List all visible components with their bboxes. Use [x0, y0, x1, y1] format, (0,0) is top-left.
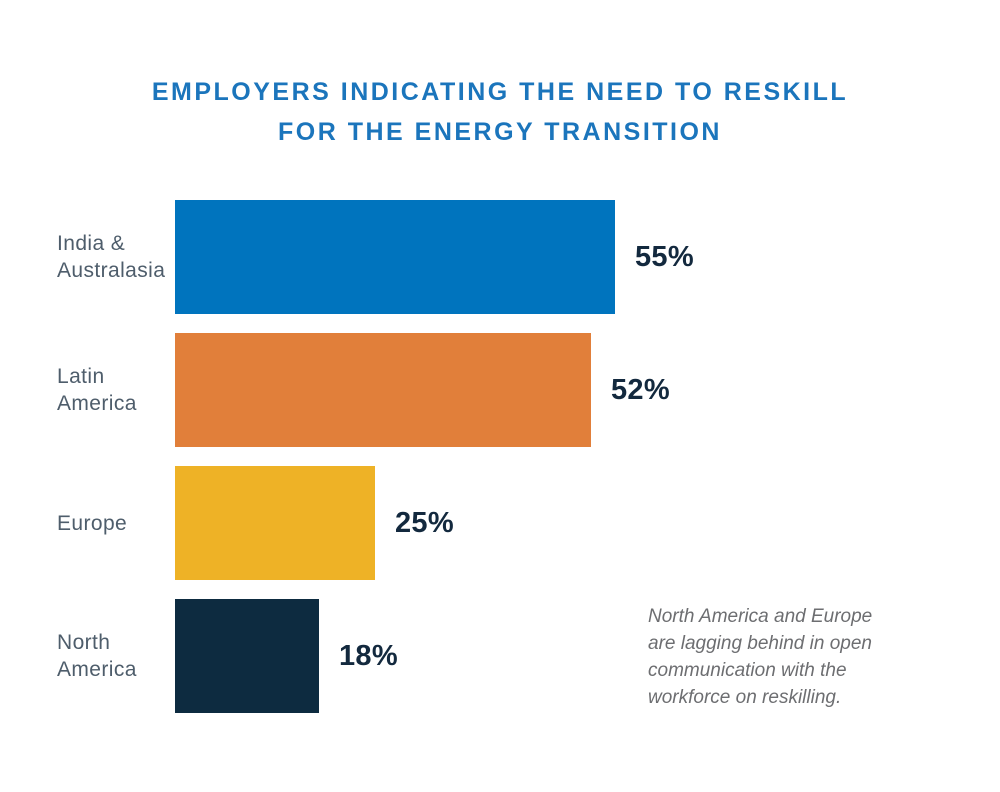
- bar-row-latin-america: Latin America 52%: [57, 333, 694, 447]
- bar-europe: [175, 466, 375, 580]
- bar-latin-america: [175, 333, 591, 447]
- category-label-north-america: North America: [57, 631, 137, 681]
- chart-title-line-1: EMPLOYERS INDICATING THE NEED TO RESKILL: [151, 78, 849, 106]
- bar-row-india-australasia: India & Australasia 55%: [57, 200, 694, 314]
- bar-chart: India & Australasia 55% Latin America 52…: [57, 200, 694, 732]
- bar-north-america: [175, 599, 319, 713]
- category-label-india-australasia: India & Australasia: [57, 232, 166, 282]
- value-label-north-america: 18%: [339, 639, 398, 672]
- chart-annotation: North America and Europe are lagging beh…: [648, 606, 873, 708]
- category-label-europe: Europe: [57, 511, 128, 535]
- value-label-latin-america: 52%: [611, 373, 670, 406]
- value-label-india-australasia: 55%: [635, 240, 694, 273]
- category-label-latin-america: Latin America: [57, 365, 137, 415]
- chart-title-line-2: FOR THE ENERGY TRANSITION: [277, 118, 722, 146]
- bar-row-europe: Europe 25%: [57, 466, 694, 580]
- bar-row-north-america: North America 18%: [57, 599, 694, 713]
- bar-india-australasia: [175, 200, 615, 314]
- chart-title: EMPLOYERS INDICATING THE NEED TO RESKILL…: [0, 72, 1000, 152]
- value-label-europe: 25%: [395, 506, 454, 539]
